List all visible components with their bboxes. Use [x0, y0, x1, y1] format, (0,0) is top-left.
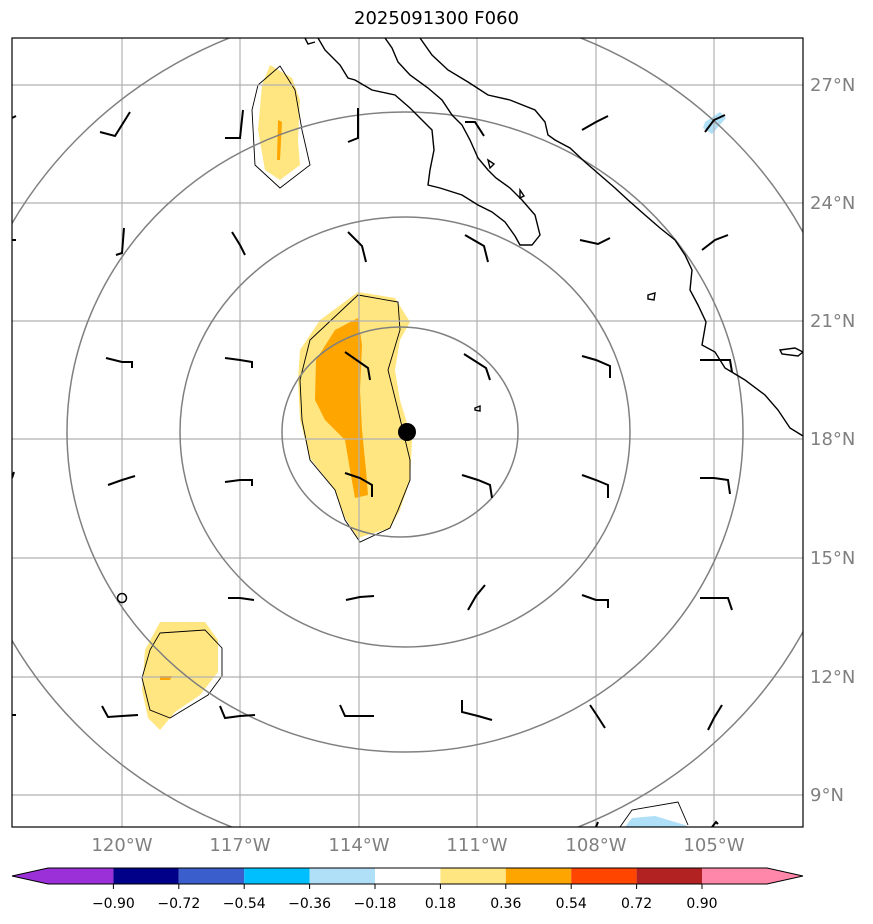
colorbar-tick-label: 0.54: [556, 896, 587, 912]
map-frame: [11, 37, 804, 828]
lon-label-120: 120°W: [91, 835, 152, 856]
lon-label-108: 108°W: [565, 835, 626, 856]
colorbar-segment: [636, 868, 702, 884]
lat-label-12: 12°N: [810, 667, 855, 688]
lat-label-18: 18°N: [810, 429, 855, 450]
lon-label-111: 111°W: [446, 835, 507, 856]
range-rings: [12, 38, 803, 827]
wind-barbs: [12, 108, 733, 827]
colorbar-tick-label: −0.54: [223, 896, 266, 912]
lat-label-27: 27°N: [810, 75, 855, 96]
colorbar-tick-label: −0.90: [92, 896, 135, 912]
colorbar-segment: [48, 868, 114, 884]
calm-wind-marker: [116, 592, 128, 604]
map-gridlines: [12, 38, 803, 827]
colorbar-segment: [702, 868, 767, 884]
colorbar-tick-label: −0.72: [157, 896, 200, 912]
colorbar-outline: [11, 867, 804, 885]
lat-label-21: 21°N: [810, 311, 855, 332]
latitude-labels: 27°N 24°N 21°N 18°N 15°N 12°N 9°N: [810, 75, 855, 806]
colorbar-segment: [440, 868, 506, 884]
colorbar-tick-label: 0.90: [686, 896, 717, 912]
longitude-labels: 120°W 117°W 114°W 111°W 108°W 105°W: [91, 835, 744, 856]
colorbar-tick-label: −0.36: [288, 896, 331, 912]
colorbar-segment: [244, 868, 310, 884]
colorbar-max-extension: [767, 868, 803, 884]
colorbar-tick-label: −0.18: [354, 896, 397, 912]
colorbar-tick-label: 0.36: [490, 896, 521, 912]
storm-center-marker: [398, 423, 416, 441]
colorbar-segment: [505, 868, 572, 884]
lat-label-15: 15°N: [810, 548, 855, 569]
colorbar-segment: [178, 868, 245, 884]
lat-label-24: 24°N: [810, 193, 855, 214]
lon-label-114: 114°W: [328, 835, 389, 856]
lat-label-9: 9°N: [810, 785, 844, 806]
contour-lines: [141, 65, 689, 827]
colorbar-min-extension: [12, 868, 48, 884]
map-title: 2025091300 F060: [354, 8, 519, 29]
colorbar-segment: [375, 868, 441, 884]
colorbar-segment: [571, 868, 637, 884]
colorbar-tick-label: 0.72: [621, 896, 652, 912]
colorbar-tick-label: 0.18: [425, 896, 456, 912]
lon-label-105: 105°W: [683, 835, 744, 856]
lon-label-117: 117°W: [209, 835, 270, 856]
coastline: [304, 38, 803, 437]
colorbar-segment: [309, 868, 375, 884]
colorbar-segment: [113, 868, 179, 884]
colorbar: −0.90 −0.72 −0.54 −0.36 −0.18 0.18 0.36 …: [11, 867, 804, 912]
